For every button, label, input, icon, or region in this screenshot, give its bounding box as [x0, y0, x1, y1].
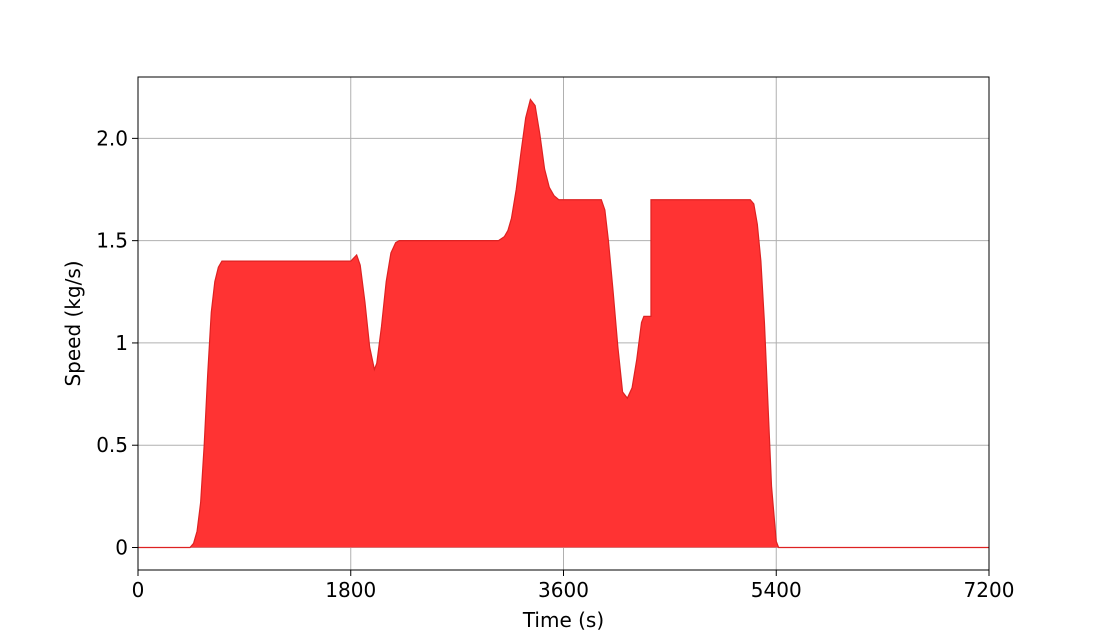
plot-area — [138, 98, 989, 549]
x-axis: 0 1800 3600 5400 7200 — [132, 570, 1015, 602]
x-tick-label: 5400 — [751, 578, 802, 602]
y-tick-label: 1 — [115, 331, 128, 355]
y-axis: 0 0.5 1 1.5 2.0 — [96, 126, 138, 559]
y-tick-label: 2.0 — [96, 126, 128, 150]
x-tick-label: 7200 — [964, 578, 1015, 602]
y-axis-label: Speed (kg/s) — [61, 260, 85, 386]
x-tick-label: 3600 — [538, 578, 589, 602]
series-line — [138, 98, 989, 549]
x-tick-label: 0 — [132, 578, 145, 602]
series-area — [138, 99, 989, 548]
y-tick-label: 0 — [115, 535, 128, 559]
x-tick-label: 1800 — [325, 578, 376, 602]
x-axis-label: Time (s) — [522, 608, 604, 632]
y-tick-label: 0.5 — [96, 433, 128, 457]
y-tick-label: 1.5 — [96, 229, 128, 253]
